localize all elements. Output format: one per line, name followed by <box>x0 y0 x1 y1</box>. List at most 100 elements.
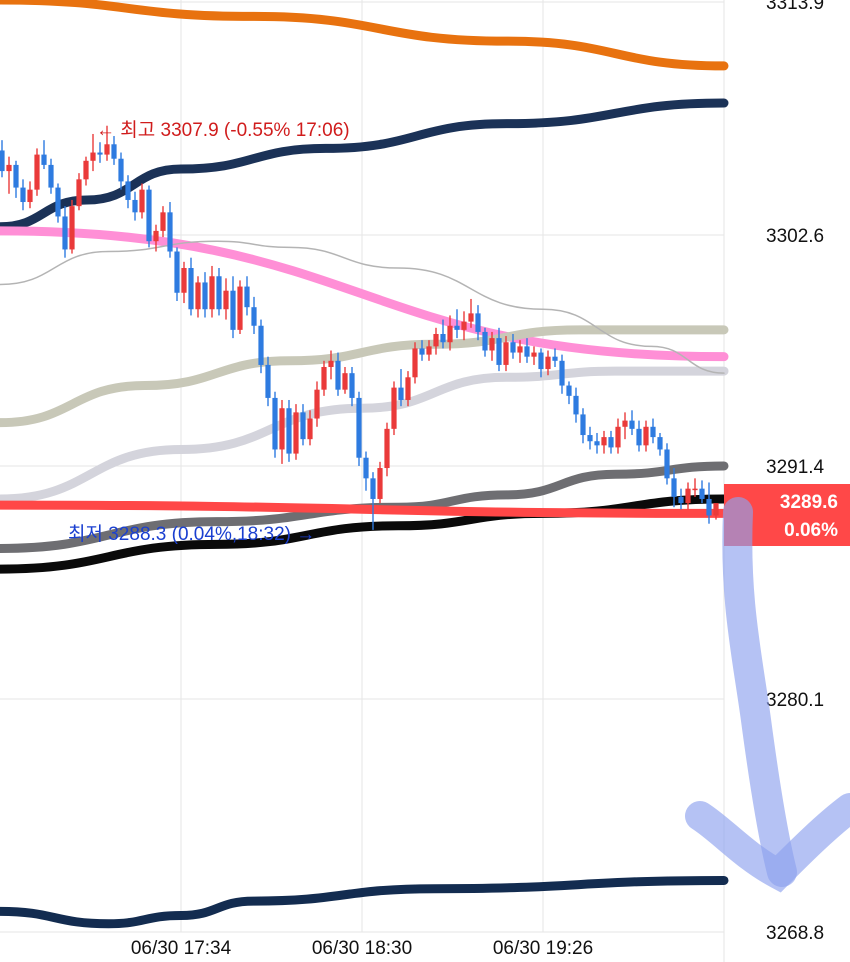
candle-body <box>160 212 166 231</box>
candle-body <box>48 164 54 188</box>
candle-body <box>440 333 446 343</box>
candle-body <box>713 503 719 516</box>
candle-body <box>622 420 628 427</box>
candle-body <box>510 342 516 353</box>
candle-body <box>503 342 509 365</box>
candle-body <box>573 395 579 415</box>
candle-body <box>132 199 138 213</box>
y-tick-label: 3268.8 <box>766 923 824 944</box>
candle-body <box>489 338 495 351</box>
ma-line <box>0 226 729 362</box>
candle-body <box>223 290 229 310</box>
candle-body <box>454 325 460 330</box>
candle-body <box>342 373 348 390</box>
candle-body <box>433 333 439 347</box>
candle-body <box>251 307 257 326</box>
candle-body <box>230 290 236 330</box>
candle-body <box>335 360 341 390</box>
candle-body <box>552 356 558 361</box>
ma-line <box>0 98 729 232</box>
candle-body <box>363 457 369 479</box>
candle-body <box>419 348 425 355</box>
candle-body <box>104 144 110 155</box>
ma-line <box>0 325 729 428</box>
ma-line <box>0 875 729 929</box>
candle-body <box>153 230 159 242</box>
time-axis: 06/30 17:34 06/30 18:30 06/30 19:26 <box>131 938 593 959</box>
candle-body <box>90 152 96 161</box>
candle-body <box>41 154 47 165</box>
candle-body <box>286 408 292 454</box>
candle-body <box>412 348 418 378</box>
candle-body <box>258 325 264 365</box>
candle-body <box>293 412 299 454</box>
candle-body <box>370 478 376 499</box>
candle-body <box>174 251 180 293</box>
candle-body <box>111 144 117 159</box>
candle-body <box>524 346 530 357</box>
candle-body <box>664 449 670 479</box>
y-tick-label: 3291.4 <box>766 457 825 478</box>
candle-body <box>678 496 684 504</box>
candle-body <box>118 158 124 182</box>
candle-body <box>0 150 5 172</box>
candle-body <box>398 387 404 400</box>
candle-body <box>671 478 677 497</box>
candle-body <box>706 498 712 516</box>
candle-body <box>482 331 488 351</box>
candle-body <box>496 338 502 365</box>
candle-body <box>307 418 313 440</box>
candle-body <box>699 488 705 499</box>
candle-body <box>69 206 75 250</box>
candle-body <box>321 366 327 390</box>
candle-body <box>405 377 411 400</box>
price-axis: 3313.9 3302.6 3291.4 3280.1 3268.8 <box>766 0 825 944</box>
candle-body <box>559 360 565 386</box>
candle-body <box>545 356 551 370</box>
candle-body <box>349 373 355 398</box>
x-tick-label: 06/30 19:26 <box>493 938 593 959</box>
ma-line <box>0 0 729 71</box>
candle-body <box>566 385 572 396</box>
x-tick-label: 06/30 18:30 <box>312 938 412 959</box>
candlestick-series <box>0 125 719 530</box>
candle-body <box>692 488 698 491</box>
y-tick-label: 3313.9 <box>766 0 824 14</box>
low-annotation: 최저 3288.3 (0.04%,18:32) → <box>68 523 315 545</box>
candle-body <box>20 187 26 203</box>
candle-body <box>300 412 306 440</box>
current-price-value: 3289.6 <box>780 492 838 513</box>
candle-body <box>580 414 586 436</box>
candle-body <box>328 360 334 367</box>
current-price-change: 0.06% <box>784 520 838 541</box>
candle-body <box>34 154 40 190</box>
candle-body <box>538 352 544 370</box>
candle-body <box>685 488 691 504</box>
candle-body <box>636 428 642 446</box>
candle-body <box>356 397 362 458</box>
candle-body <box>265 364 271 398</box>
candle-body <box>272 397 278 450</box>
candle-body <box>209 276 215 310</box>
candle-body <box>62 216 68 250</box>
y-tick-label: 3280.1 <box>766 690 824 711</box>
candle-body <box>601 437 607 446</box>
candle-body <box>167 212 173 252</box>
candle-body <box>517 346 523 353</box>
candle-body <box>629 420 635 429</box>
candle-body <box>594 441 600 446</box>
candle-body <box>139 189 145 213</box>
candle-body <box>97 152 103 155</box>
candle-body <box>587 435 593 442</box>
candle-body <box>13 164 19 188</box>
hand-drawn-down-arrow <box>685 497 850 893</box>
candle-body <box>447 325 453 343</box>
candle-body <box>216 276 222 310</box>
candle-body <box>146 189 152 242</box>
candle-body <box>615 426 621 448</box>
ma-line <box>0 240 725 374</box>
candle-body <box>76 179 82 207</box>
candle-body <box>377 468 383 499</box>
candle-body <box>475 313 481 332</box>
